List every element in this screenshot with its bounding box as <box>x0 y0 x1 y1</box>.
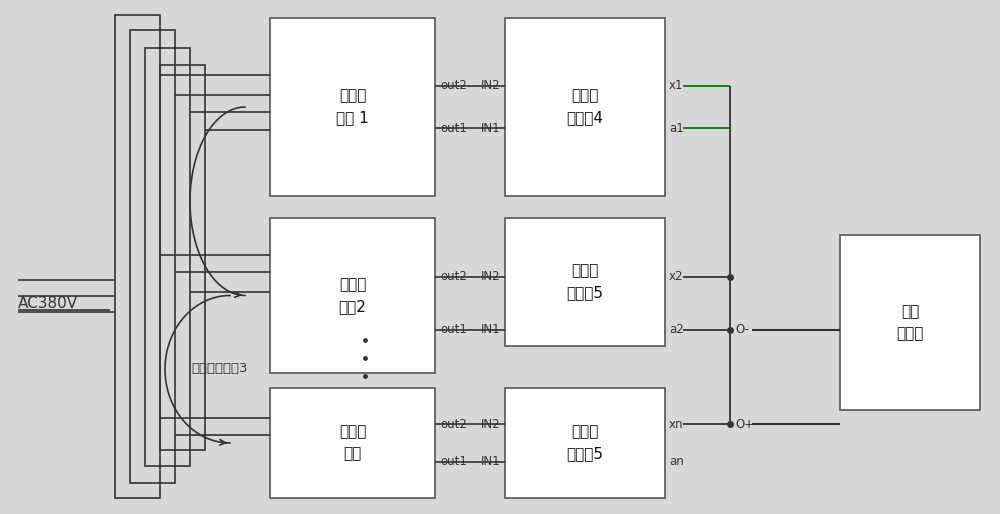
Text: out1: out1 <box>440 323 467 336</box>
FancyBboxPatch shape <box>270 18 435 196</box>
Text: IN2: IN2 <box>480 418 500 431</box>
Text: out2: out2 <box>440 79 467 92</box>
Text: IN2: IN2 <box>480 79 500 92</box>
Text: 主变频
电源 1: 主变频 电源 1 <box>336 88 369 125</box>
FancyBboxPatch shape <box>270 218 435 373</box>
Text: a2: a2 <box>669 323 684 336</box>
Text: an: an <box>669 455 684 468</box>
Text: out1: out1 <box>440 122 467 135</box>
Text: IN1: IN1 <box>480 323 500 336</box>
Text: 主限流
电抗器4: 主限流 电抗器4 <box>566 88 604 125</box>
Text: O-: O- <box>735 323 749 336</box>
Text: AC380V: AC380V <box>18 296 78 310</box>
FancyBboxPatch shape <box>505 388 665 498</box>
Text: x1: x1 <box>669 79 684 92</box>
Text: xn: xn <box>669 418 684 431</box>
Text: out2: out2 <box>440 418 467 431</box>
FancyBboxPatch shape <box>270 388 435 498</box>
Text: x2: x2 <box>669 270 684 283</box>
Text: 从变频
电源: 从变频 电源 <box>339 425 366 462</box>
Text: 从限流
电抗器5: 从限流 电抗器5 <box>566 263 604 301</box>
Text: a1: a1 <box>669 122 684 135</box>
Text: out1: out1 <box>440 455 467 468</box>
Text: 从变频
电源2: 从变频 电源2 <box>339 277 366 314</box>
Text: IN1: IN1 <box>480 455 500 468</box>
FancyBboxPatch shape <box>505 18 665 196</box>
Text: IN2: IN2 <box>480 270 500 283</box>
FancyBboxPatch shape <box>505 218 665 346</box>
Text: 光纤并联回路3: 光纤并联回路3 <box>192 361 248 375</box>
Text: out2: out2 <box>440 270 467 283</box>
Text: O+: O+ <box>735 418 754 431</box>
Text: IN1: IN1 <box>480 122 500 135</box>
Text: 从限流
电抗器5: 从限流 电抗器5 <box>566 425 604 462</box>
Text: 励磁
变压器: 励磁 变压器 <box>896 304 924 341</box>
FancyBboxPatch shape <box>840 235 980 410</box>
